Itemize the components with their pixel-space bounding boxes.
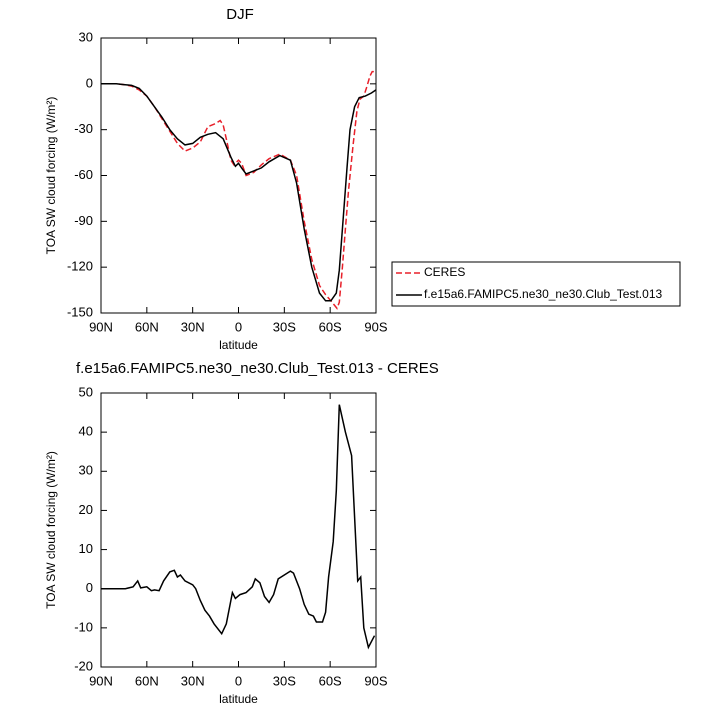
- y-axis-label: TOA SW cloud forcing (W/m²): [44, 97, 58, 255]
- x-tick-label: 30N: [181, 673, 205, 688]
- y-axis-label: TOA SW cloud forcing (W/m²): [44, 451, 58, 609]
- x-tick-label: 0: [235, 319, 242, 334]
- x-tick-label: 30S: [273, 319, 296, 334]
- x-tick-label: 90N: [89, 319, 113, 334]
- y-tick-label: 0: [86, 75, 93, 90]
- y-tick-label: 50: [79, 384, 93, 399]
- legend-label: CERES: [424, 265, 465, 279]
- y-tick-label: 30: [79, 463, 93, 478]
- y-tick-label: 0: [86, 580, 93, 595]
- y-tick-label: -30: [74, 121, 93, 136]
- x-tick-label: 90N: [89, 673, 113, 688]
- y-tick-label: -60: [74, 167, 93, 182]
- y-tick-label: 30: [79, 29, 93, 44]
- x-axis-label: latitude: [219, 692, 258, 706]
- chart-title: f.e15a6.FAMIPC5.ne30_ne30.Club_Test.013 …: [76, 360, 439, 377]
- legend-label: f.e15a6.FAMIPC5.ne30_ne30.Club_Test.013: [424, 287, 662, 301]
- x-tick-label: 60N: [135, 319, 159, 334]
- x-axis-label: latitude: [219, 338, 258, 352]
- plot-frame: [100, 37, 377, 314]
- x-tick-label: 0: [235, 673, 242, 688]
- x-tick-label: 60N: [135, 673, 159, 688]
- chart-title: DJF: [226, 6, 254, 23]
- plot-frame: [100, 392, 377, 668]
- y-tick-label: -120: [67, 259, 93, 274]
- series-line: [101, 70, 376, 310]
- x-tick-label: 90S: [364, 319, 387, 334]
- y-tick-label: -150: [67, 304, 93, 319]
- x-tick-label: 30N: [181, 319, 205, 334]
- legend-box: [391, 261, 681, 307]
- y-tick-label: 10: [79, 541, 93, 556]
- series-line: [101, 404, 376, 650]
- x-tick-label: 60S: [319, 319, 342, 334]
- series-line: [101, 83, 377, 302]
- y-tick-label: -90: [74, 213, 93, 228]
- x-tick-label: 90S: [364, 673, 387, 688]
- y-tick-label: 20: [79, 502, 93, 517]
- x-tick-label: 30S: [273, 673, 296, 688]
- y-tick-label: 40: [79, 424, 93, 439]
- x-tick-label: 60S: [319, 673, 342, 688]
- y-tick-label: -10: [74, 619, 93, 634]
- y-tick-label: -20: [74, 658, 93, 673]
